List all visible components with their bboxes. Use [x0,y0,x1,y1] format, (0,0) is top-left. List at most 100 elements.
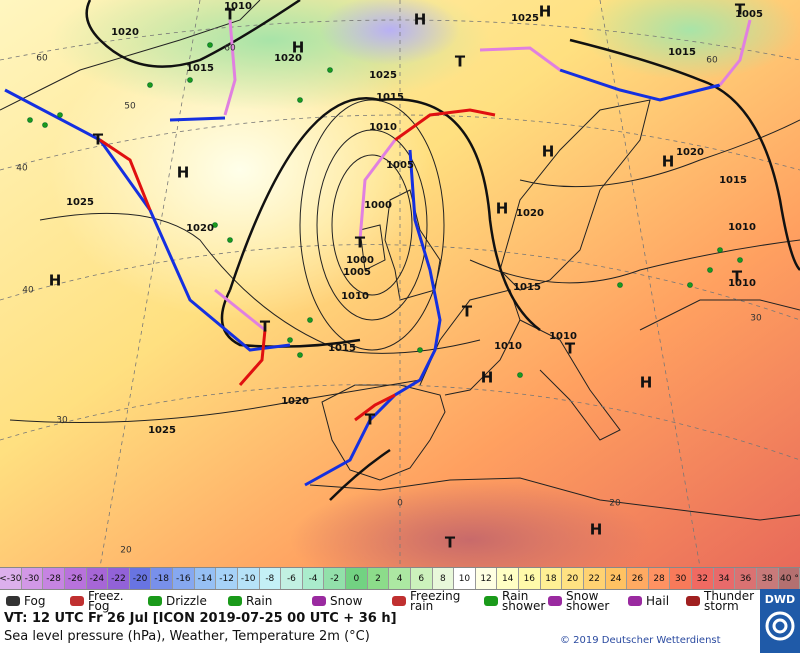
legend-item: Freezing rain [392,589,460,613]
scale-bin: 38 [756,568,779,589]
pressure-system: T [225,6,236,24]
legend-label: Rain [246,594,273,608]
pressure-label: 1015 [513,282,541,293]
pressure-label: 1010 [549,331,577,342]
coastline [419,289,521,396]
legend-icon [228,596,242,606]
dwd-logo: DWD [760,589,800,653]
pressure-label: 1020 [281,396,309,407]
scale-bin: 24 [605,568,628,589]
cold-front [4,88,291,352]
legend-label: Hail [646,594,670,608]
scale-bin: 18 [540,568,563,589]
pressure-label: 1025 [66,197,94,208]
pressure-label: 1005 [386,160,414,171]
scale-bin: -22 [108,568,130,589]
legend-icon [392,596,406,606]
scale-bin: -6 [281,568,303,589]
scale-bin: -28 [43,568,65,589]
pressure-label: 1015 [668,47,696,58]
occlusion [358,139,397,241]
legend-icon [148,596,162,606]
scale-bin: 2 [367,568,390,589]
pressure-system: T [260,318,271,336]
coastline [0,0,261,111]
logo-text: DWD [764,593,796,606]
rain-symbol [147,82,153,88]
legend-icon [6,596,20,606]
rain-symbol [42,122,48,128]
legend-label: Thunder storm [704,589,755,613]
occlusion [214,288,266,332]
pressure-system: H [177,164,190,182]
warm-front [394,108,496,142]
graticule-label: 50 [124,102,136,112]
isobar [519,119,800,188]
isobar [316,129,428,321]
scale-bin: 0 [346,568,368,589]
pressure-system: T [462,303,473,321]
legend-label: Snow [330,594,363,608]
coastlines [0,0,800,521]
pressure-label: 1010 [341,291,369,302]
rain-symbol [707,267,713,273]
pressure-system: T [732,268,743,286]
pressure-system: T [445,534,456,552]
scale-bin: 30 [670,568,692,589]
legend-label: Freez. Fog [88,589,124,613]
pressure-label: 1020 [111,27,139,38]
warm-front [354,393,396,422]
rain-symbol [417,347,423,353]
scale-bin: 28 [648,568,671,589]
graticule-label: 30 [56,416,68,426]
weather-map: 1010102010151020102510151010100510001000… [0,0,800,567]
pressure-label: 1005 [343,267,371,278]
scale-bin: 26 [627,568,649,589]
occlusion [479,46,561,72]
pressure-label: 1010 [728,222,756,233]
graticule-label: 40 [22,286,34,296]
scale-bin: -20 [129,568,152,589]
coastline [309,477,800,521]
graticule-label: 60 [224,44,236,54]
scale-bin: 4 [389,568,411,589]
scale-bin: 10 [454,568,476,589]
rain-symbol [687,282,693,288]
isobar [9,379,421,423]
cold-area [320,0,460,65]
legend-label: Fog [24,594,46,608]
scale-bin: 14 [497,568,519,589]
pressure-label: 1005 [735,9,763,20]
pressure-label: 1020 [516,208,544,219]
legend-item: Rain shower [484,589,550,613]
rain-symbol [617,282,623,288]
legend-icon [484,596,498,606]
scale-bin: 20 [562,568,584,589]
main-isobars [85,0,800,501]
pressure-label: 1025 [148,425,176,436]
valid-time: VT: 12 UTC Fr 26 Jul [ICON 2019-07-25 00… [4,611,397,626]
pressure-system: T [455,53,466,71]
graticule-label: 30 [750,314,762,324]
rain-symbol [207,42,213,48]
scale-bin: 12 [475,568,498,589]
pressure-system: H [662,153,675,171]
pressure-label: 1010 [728,278,756,289]
scale-bin: 22 [583,568,606,589]
isobar [469,239,800,284]
copyright: © 2019 Deutscher Wetterdienst [560,635,721,646]
scale-bin: -14 [194,568,217,589]
isobar [39,212,481,354]
pressure-system: H [542,143,555,161]
legend-label: Snow shower [566,589,610,613]
graticule-label: 0 [397,499,403,509]
scale-bin: <-30 [0,568,22,589]
rain-symbol [297,352,303,358]
legend-icon [686,596,700,606]
legend-item: Fog [6,589,72,613]
pressure-system: H [590,521,603,539]
coastline [359,224,386,271]
scale-bin: 34 [713,568,736,589]
isobar [569,38,800,271]
